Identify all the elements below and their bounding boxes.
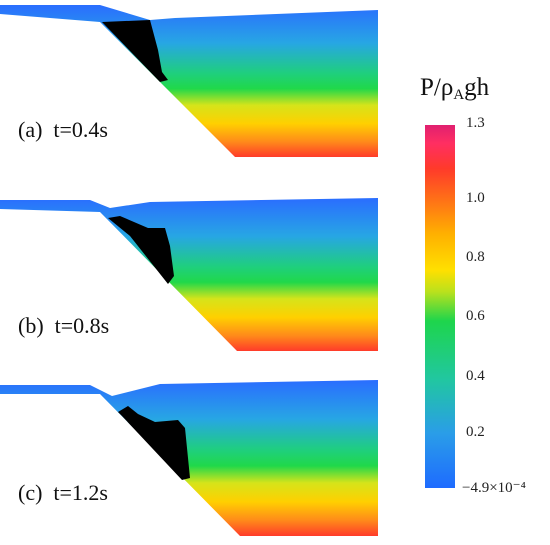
pressure-field-b	[0, 198, 378, 351]
panel-a: (a) t=0.4s	[0, 0, 400, 175]
colorbar-tick: 0.6	[466, 308, 485, 324]
colorbar-title-tail: gh	[464, 74, 490, 101]
colorbar-tick: 0.4	[466, 368, 485, 384]
panel-b: (b) t=0.8s	[0, 188, 400, 363]
landslide-block-a	[102, 20, 168, 82]
panel-label-a: (a) t=0.4s	[18, 117, 108, 142]
colorbar-tick: 0.2	[466, 424, 485, 440]
pressure-field-a	[0, 5, 378, 157]
water-domain-b	[0, 198, 378, 351]
water-domain-c	[0, 380, 378, 536]
panel-label-b: (b) t=0.8s	[18, 313, 110, 338]
landslide-block-b	[108, 216, 174, 284]
colorbar-title-main: P/ρ	[420, 74, 454, 101]
pressure-field-c	[0, 380, 378, 536]
colorbar-title-sub: A	[453, 87, 465, 103]
colorbar-tick: −4.9×10⁻⁴	[462, 480, 526, 496]
colorbar-tick: 1.3	[466, 115, 485, 131]
colorbar-tick: 0.8	[466, 249, 485, 265]
panel-label-c: (c) t=1.2s	[18, 480, 108, 505]
panel-c: (c) t=1.2s	[0, 370, 400, 545]
colorbar-tick: 1.0	[466, 190, 485, 206]
water-domain-a	[0, 5, 378, 157]
colorbar	[425, 125, 455, 488]
colorbar-title: P/ρAgh	[420, 74, 489, 104]
landslide-block-c	[118, 406, 190, 480]
